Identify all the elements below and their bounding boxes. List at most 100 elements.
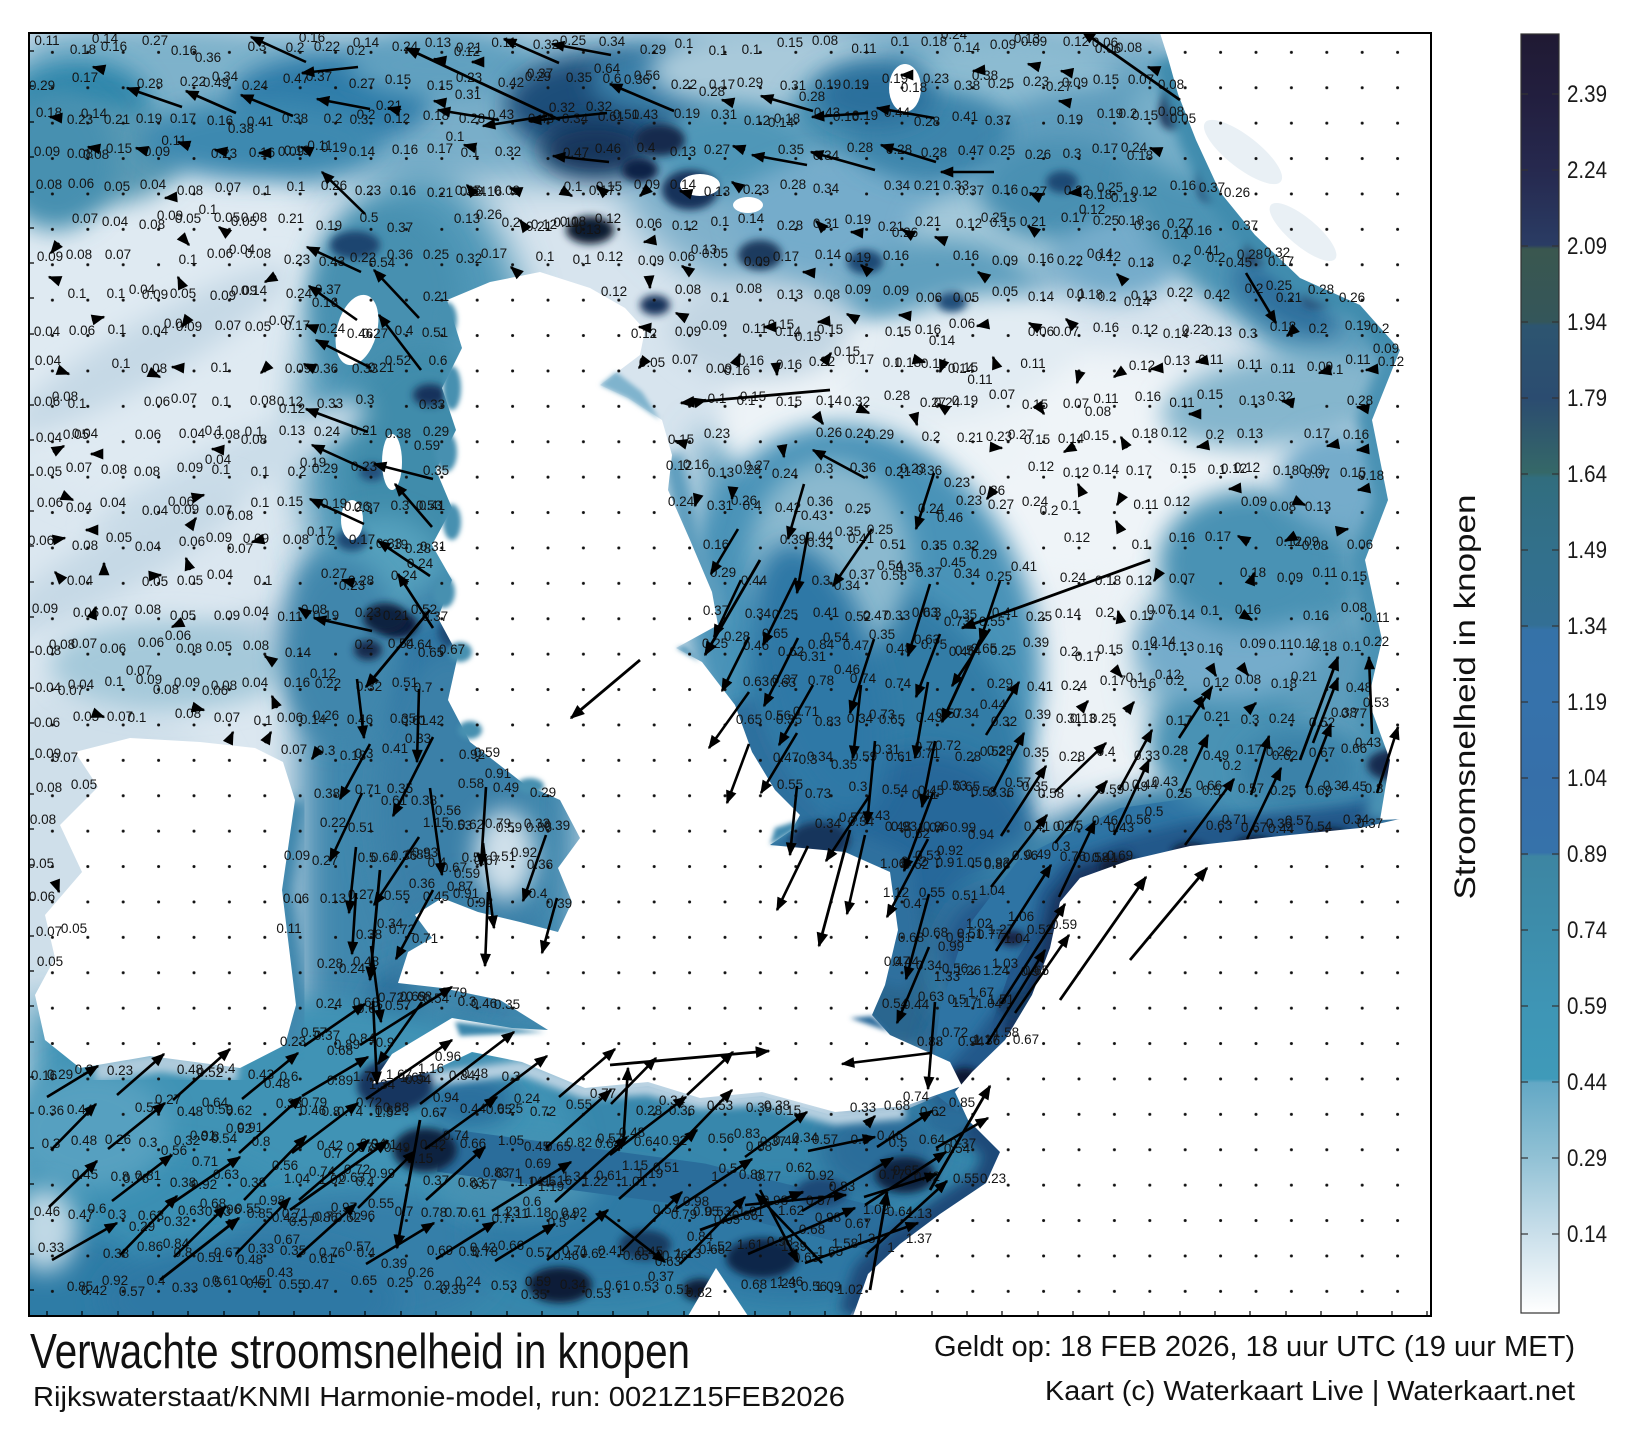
svg-text:0.58: 0.58: [971, 784, 997, 799]
svg-text:0.1: 0.1: [251, 495, 270, 510]
svg-text:0.64: 0.64: [406, 637, 433, 652]
svg-text:0.64: 0.64: [202, 1095, 229, 1110]
svg-text:0.11: 0.11: [161, 133, 186, 148]
svg-text:0.92: 0.92: [102, 1273, 128, 1288]
svg-text:0.37: 0.37: [958, 183, 984, 198]
svg-text:0.48: 0.48: [353, 954, 379, 969]
svg-text:0.06: 0.06: [949, 316, 975, 331]
svg-text:0.48: 0.48: [264, 1076, 290, 1091]
svg-text:0.21: 0.21: [878, 219, 904, 234]
svg-text:Geldt op: 18 FEB 2026, 18 uur: Geldt op: 18 FEB 2026, 18 uur UTC (19 uu…: [934, 1331, 1575, 1363]
svg-text:0.19: 0.19: [952, 393, 978, 408]
svg-text:0.28: 0.28: [724, 629, 750, 644]
svg-text:0.31: 0.31: [800, 649, 826, 664]
svg-text:0.4: 0.4: [1097, 744, 1116, 759]
svg-text:0.06: 0.06: [37, 495, 63, 510]
svg-text:0.19: 0.19: [136, 111, 162, 126]
svg-text:0.51: 0.51: [613, 107, 639, 122]
svg-text:0.15: 0.15: [777, 35, 803, 50]
svg-text:0.72: 0.72: [942, 1025, 968, 1040]
svg-text:0.1: 0.1: [107, 286, 126, 301]
svg-text:0.54: 0.54: [653, 1202, 680, 1217]
svg-text:0.12: 0.12: [744, 113, 770, 128]
svg-text:0.14: 0.14: [948, 361, 975, 376]
svg-text:0.1: 0.1: [711, 214, 730, 229]
svg-text:0.66: 0.66: [1341, 741, 1367, 756]
svg-text:0.21: 0.21: [456, 40, 482, 55]
svg-text:0.12: 0.12: [531, 217, 557, 232]
svg-text:0.69: 0.69: [427, 1243, 453, 1258]
svg-text:0.34: 0.34: [847, 711, 874, 726]
svg-text:0.24: 0.24: [339, 961, 366, 976]
svg-text:0.1: 0.1: [711, 290, 730, 305]
svg-text:0.34: 0.34: [745, 606, 772, 621]
svg-text:0.65: 0.65: [351, 1273, 377, 1288]
svg-text:0.09: 0.09: [173, 502, 199, 517]
svg-text:0.28: 0.28: [1347, 393, 1373, 408]
svg-text:0.17: 0.17: [427, 141, 453, 156]
svg-text:0.26: 0.26: [1266, 744, 1292, 759]
svg-text:0.63: 0.63: [914, 632, 940, 647]
svg-text:0.07: 0.07: [1304, 466, 1330, 481]
svg-text:0.67: 0.67: [845, 1216, 871, 1231]
svg-text:0.51: 0.51: [348, 820, 374, 835]
svg-text:2.39: 2.39: [1567, 81, 1607, 108]
svg-text:1.05: 1.05: [956, 855, 982, 870]
svg-text:0.23: 0.23: [355, 605, 381, 620]
svg-text:0.08: 0.08: [1270, 499, 1296, 514]
svg-text:0.61: 0.61: [309, 1251, 335, 1266]
svg-text:0.2: 0.2: [1223, 758, 1242, 773]
svg-text:0.41: 0.41: [419, 498, 445, 513]
svg-text:0.21: 0.21: [278, 211, 304, 226]
svg-text:0.63: 0.63: [918, 989, 944, 1004]
svg-text:0.09: 0.09: [35, 746, 61, 761]
svg-text:0.6: 0.6: [603, 71, 622, 86]
svg-text:0.34: 0.34: [954, 566, 981, 581]
svg-text:0.14: 0.14: [92, 31, 119, 46]
svg-text:0.98: 0.98: [683, 1194, 709, 1209]
svg-text:0.18: 0.18: [1132, 426, 1158, 441]
svg-text:0.26: 0.26: [344, 499, 370, 514]
svg-text:0.2: 0.2: [1207, 250, 1226, 265]
svg-text:0.4: 0.4: [743, 498, 762, 513]
svg-text:0.14: 0.14: [1169, 607, 1196, 622]
svg-text:0.21: 0.21: [914, 178, 940, 193]
svg-text:Kaart (c) Waterkaart Live | Wa: Kaart (c) Waterkaart Live | Waterkaart.n…: [1045, 1375, 1575, 1406]
svg-text:0.05: 0.05: [73, 709, 99, 724]
svg-text:0.48: 0.48: [886, 641, 912, 656]
svg-text:0.37: 0.37: [314, 1028, 340, 1043]
svg-text:0.11: 0.11: [1020, 356, 1045, 371]
svg-text:0.43: 0.43: [267, 1265, 293, 1280]
svg-text:0.78: 0.78: [808, 673, 834, 688]
svg-text:0.46: 0.46: [347, 712, 373, 727]
svg-text:0.24: 0.24: [1022, 494, 1049, 509]
svg-text:0.36: 0.36: [1134, 218, 1160, 233]
svg-text:0.32: 0.32: [174, 1133, 200, 1148]
svg-text:0.37: 0.37: [703, 603, 729, 618]
svg-text:0.35: 0.35: [280, 1243, 306, 1258]
svg-text:0.09: 0.09: [210, 288, 236, 303]
svg-text:0.6: 0.6: [523, 1194, 542, 1209]
svg-text:0.86: 0.86: [526, 820, 552, 835]
svg-text:0.08: 0.08: [814, 287, 840, 302]
svg-text:0.28: 0.28: [780, 177, 806, 192]
svg-text:0.63: 0.63: [178, 1203, 204, 1218]
svg-text:0.65: 0.65: [879, 712, 905, 727]
svg-text:0.17: 0.17: [1236, 742, 1262, 757]
svg-text:0.93: 0.93: [891, 819, 917, 834]
svg-text:0.62: 0.62: [375, 1103, 401, 1118]
svg-text:0.1: 0.1: [573, 252, 592, 267]
svg-text:0.32: 0.32: [807, 535, 833, 550]
svg-text:1.65: 1.65: [400, 1070, 426, 1085]
svg-text:1.34: 1.34: [369, 1077, 396, 1092]
svg-text:0.44: 0.44: [893, 954, 920, 969]
svg-text:0.06: 0.06: [69, 323, 95, 338]
svg-text:0.24: 0.24: [242, 78, 269, 93]
svg-text:1.02: 1.02: [837, 1282, 863, 1297]
svg-text:0.61: 0.61: [596, 1168, 622, 1183]
svg-text:0.12: 0.12: [1294, 636, 1320, 651]
svg-text:1.19: 1.19: [538, 1179, 564, 1194]
svg-text:0.08: 0.08: [241, 210, 267, 225]
svg-text:1.04: 1.04: [976, 996, 1003, 1011]
svg-text:0.05: 0.05: [37, 954, 63, 969]
